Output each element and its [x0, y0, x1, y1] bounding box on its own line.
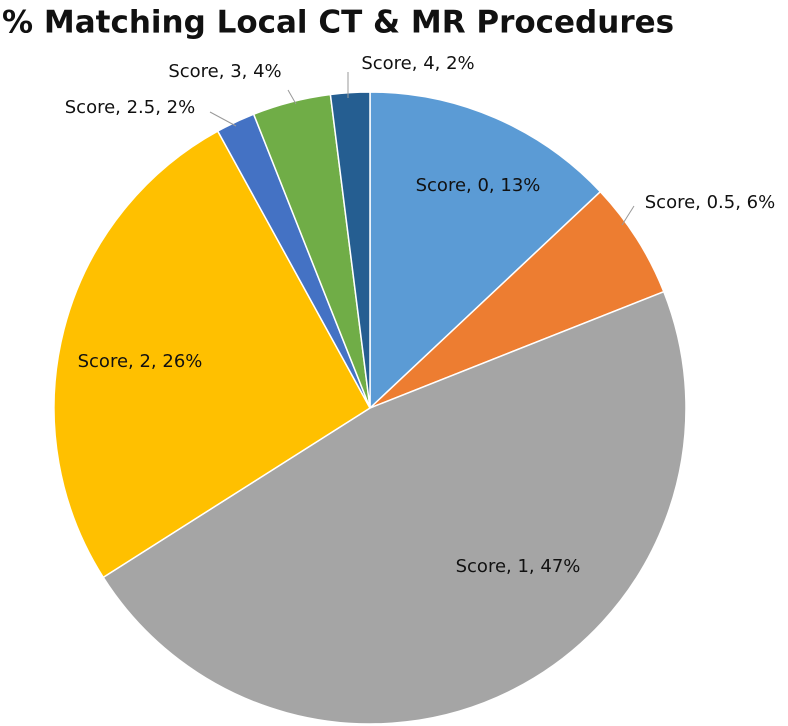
- pie-slice: [369, 190, 665, 409]
- data-label: Score, 4, 2%: [361, 53, 474, 74]
- leader-line: [287, 89, 297, 105]
- data-label: Score, 2, 26%: [78, 351, 203, 372]
- data-label: Score, 2.5, 2%: [65, 97, 195, 118]
- data-label: Score, 0.5, 6%: [645, 192, 775, 213]
- pie-slice: [369, 91, 602, 410]
- chart-title: % Matching Local CT & MR Procedures: [2, 5, 674, 41]
- pie-slice: [329, 91, 371, 409]
- pie-slice: [102, 290, 687, 725]
- leader-line: [209, 111, 237, 127]
- pie-slice: [53, 130, 371, 579]
- data-label: Score, 3, 4%: [168, 61, 281, 82]
- leader-line: [621, 205, 635, 226]
- data-label: Score, 0, 13%: [416, 175, 541, 196]
- data-label: Score, 1, 47%: [456, 556, 581, 577]
